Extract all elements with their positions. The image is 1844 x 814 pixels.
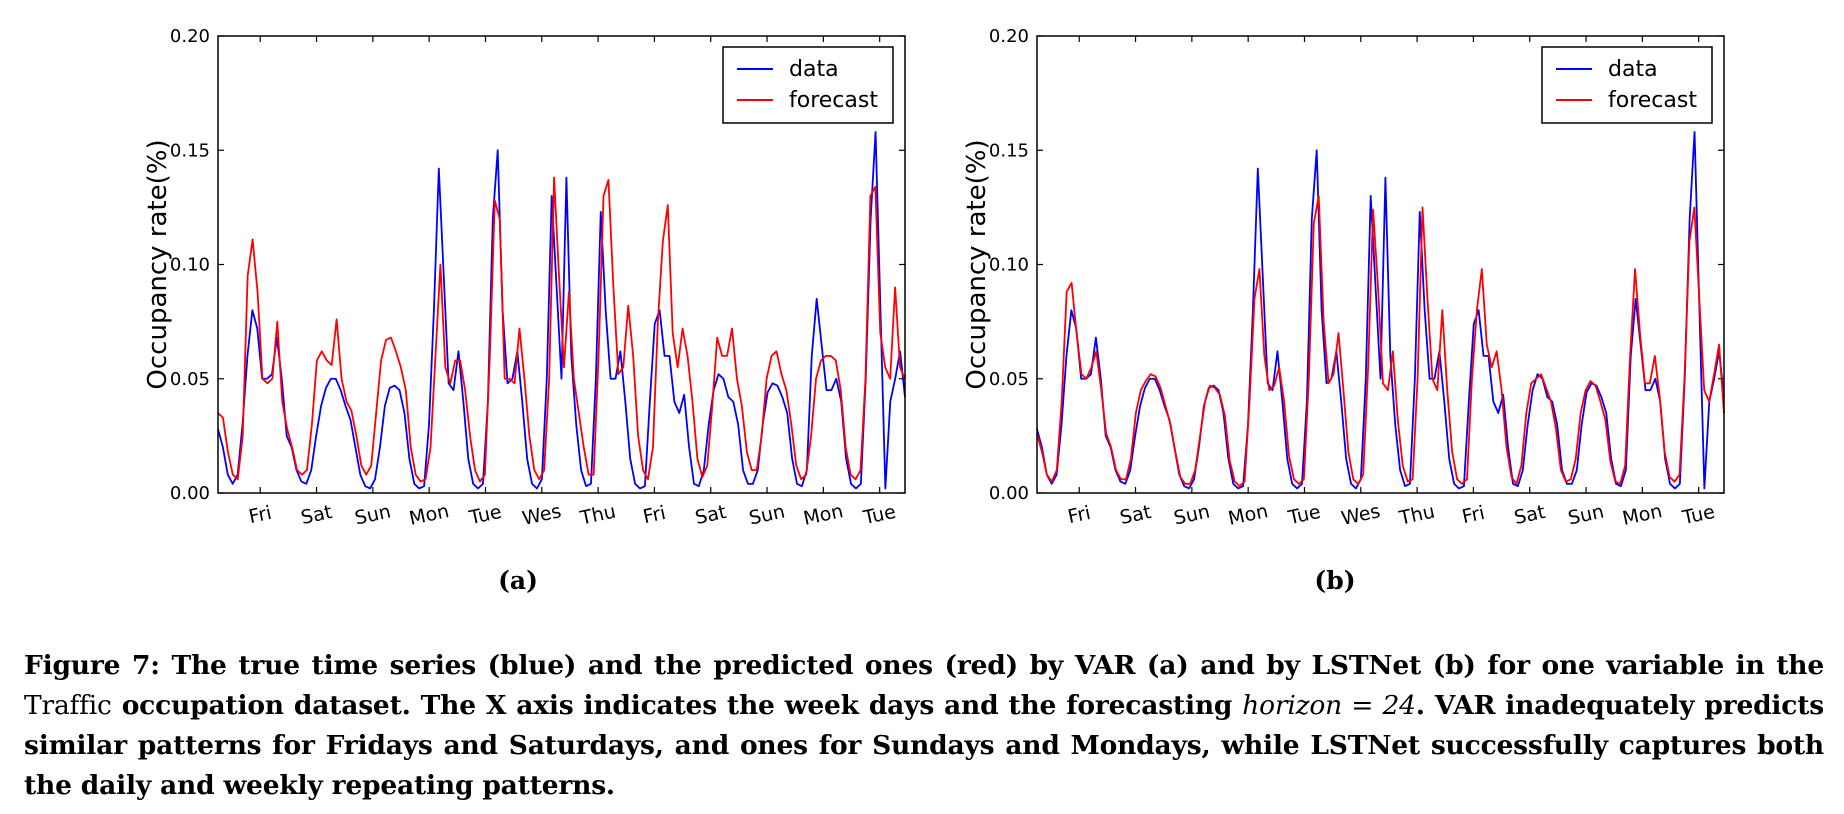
- caption-horizon: horizon = 24: [1242, 690, 1416, 721]
- legend: data forecast: [722, 46, 894, 124]
- legend-label-forecast: forecast: [1608, 88, 1697, 113]
- x-tick-label: Sun: [1172, 500, 1212, 529]
- caption-dataset-name: Traffic: [24, 690, 112, 721]
- x-tick-label: Wes: [1339, 500, 1382, 530]
- legend-label-forecast: forecast: [789, 88, 878, 113]
- x-tick-label: Fri: [1460, 502, 1487, 528]
- caption-part1: Figure 7: The true time series (blue) an…: [24, 650, 1824, 681]
- y-tick-label: 0.10: [170, 255, 210, 276]
- x-tick-label: Thu: [1396, 501, 1436, 530]
- y-axis-label: Occupancy rate(%): [962, 139, 992, 389]
- series-line-forecast: [1036, 195, 1725, 488]
- series-line-data: [1036, 131, 1725, 490]
- x-tick-label: Sun: [1566, 500, 1606, 529]
- x-tick-label: Mon: [1226, 500, 1270, 530]
- x-tick-label: Tue: [1680, 501, 1717, 529]
- y-tick-label: 0.20: [989, 26, 1029, 47]
- caption-part2: occupation dataset. The X axis indicates…: [111, 690, 1243, 721]
- x-tick-label: Sat: [1512, 501, 1547, 529]
- x-tick-label: Sat: [1118, 501, 1153, 529]
- y-tick-label: 0.20: [170, 26, 210, 47]
- figure-caption: Figure 7: The true time series (blue) an…: [24, 646, 1824, 806]
- y-tick-label: 0.05: [989, 369, 1029, 390]
- y-tick-label: 0.00: [170, 483, 210, 504]
- x-tick-label: Fri: [641, 502, 668, 528]
- caption-part3: . VAR inadequately predicts similar patt…: [24, 690, 1824, 801]
- y-tick-label: 0.15: [170, 140, 210, 161]
- panel-label-a: (a): [498, 566, 538, 595]
- plot-frame: [217, 35, 906, 494]
- panel-label-b: (b): [1314, 566, 1356, 595]
- x-tick-label: Tue: [1285, 501, 1322, 529]
- series-line-data: [217, 131, 906, 490]
- legend-label-data: data: [789, 57, 839, 82]
- y-tick-label: 0.00: [989, 483, 1029, 504]
- legend-label-data: data: [1608, 57, 1658, 82]
- y-tick-label: 0.05: [170, 369, 210, 390]
- y-tick-label: 0.10: [989, 255, 1029, 276]
- y-axis-label: Occupancy rate(%): [143, 139, 173, 389]
- x-tick-label: Fri: [1066, 502, 1093, 528]
- series-line-forecast: [217, 176, 906, 483]
- legend-box: [722, 46, 894, 124]
- legend-box: [1541, 46, 1713, 124]
- chart-lstnet: 0.00 0.05 0.10 0.15 0.20 Fri Sat Sun Mon Tue Wes Th…: [962, 26, 1725, 530]
- legend: data forecast: [1541, 46, 1713, 124]
- plot-frame: [1036, 35, 1725, 494]
- x-tick-label: Fri: [247, 502, 274, 528]
- x-tick-label: Mon: [1620, 500, 1664, 530]
- y-tick-label: 0.15: [989, 140, 1029, 161]
